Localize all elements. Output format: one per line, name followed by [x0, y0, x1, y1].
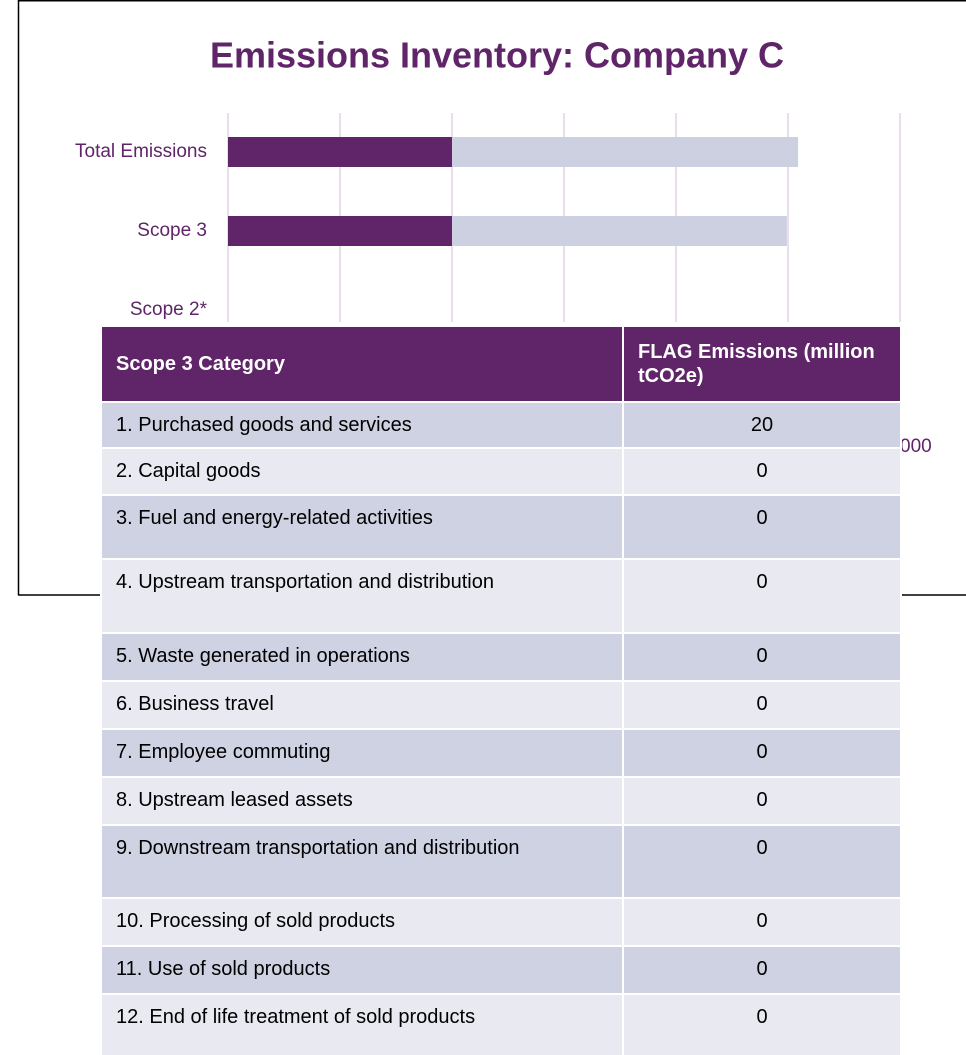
bar-segment: [452, 216, 787, 246]
header-cell: Scope 3 Category: [100, 325, 624, 403]
category-cell: 7. Employee commuting: [100, 728, 624, 778]
bar-segment: [228, 137, 452, 167]
value-cell: 0: [622, 494, 902, 560]
table-row: 7. Employee commuting 0: [100, 728, 902, 778]
value-cell: 0: [622, 993, 902, 1055]
header-row: Scope 3 Category FLAG Emissions (million…: [100, 325, 902, 403]
value-cell: 0: [622, 945, 902, 995]
value-cell: 0: [622, 776, 902, 826]
value-cell: 0: [622, 558, 902, 634]
table-row: 8. Upstream leased assets 0: [100, 776, 902, 826]
scope3-table: Scope 3 Category FLAG Emissions (million…: [100, 325, 902, 1055]
table-row: 10. Processing of sold products 0: [100, 897, 902, 947]
table-row: 5. Waste generated in operations 0: [100, 632, 902, 682]
category-cell: 8. Upstream leased assets: [100, 776, 624, 826]
value-cell: 0: [622, 632, 902, 682]
table-row: 2. Capital goods 0: [100, 447, 902, 496]
value-cell: 0: [622, 728, 902, 778]
value-cell: 0: [622, 824, 902, 899]
table-row: 11. Use of sold products 0: [100, 945, 902, 995]
category-cell: 5. Waste generated in operations: [100, 632, 624, 682]
category-cell: 11. Use of sold products: [100, 945, 624, 995]
table-row: 12. End of life treatment of sold produc…: [100, 993, 902, 1055]
table-row: 4. Upstream transportation and distribut…: [100, 558, 902, 634]
y-tick-label: Total Emissions: [75, 141, 207, 162]
bar-segment: [452, 137, 799, 167]
category-cell: 3. Fuel and energy-related activities: [100, 494, 624, 560]
category-cell: 2. Capital goods: [100, 447, 624, 496]
category-cell: 6. Business travel: [100, 680, 624, 730]
category-cell: 4. Upstream transportation and distribut…: [100, 558, 624, 634]
table-row: 6. Business travel 0: [100, 680, 902, 730]
value-cell: 20: [622, 401, 902, 449]
bar-segment: [228, 216, 452, 246]
category-cell: 1. Purchased goods and services: [100, 401, 624, 449]
table-row: 1. Purchased goods and services 20: [100, 401, 902, 449]
category-cell: 12. End of life treatment of sold produc…: [100, 993, 624, 1055]
table-row: 3. Fuel and energy-related activities 0: [100, 494, 902, 560]
y-tick-label: Scope 2*: [130, 299, 208, 320]
table-row: 9. Downstream transportation and distrib…: [100, 824, 902, 899]
value-cell: 0: [622, 680, 902, 730]
chart-title: Emissions Inventory: Company C: [210, 35, 784, 76]
value-cell: 0: [622, 447, 902, 496]
y-tick-label: Scope 3: [137, 220, 207, 241]
value-cell: 0: [622, 897, 902, 947]
header-cell: FLAG Emissions (million tCO2e): [622, 325, 902, 403]
category-cell: 9. Downstream transportation and distrib…: [100, 824, 624, 899]
category-cell: 10. Processing of sold products: [100, 897, 624, 947]
